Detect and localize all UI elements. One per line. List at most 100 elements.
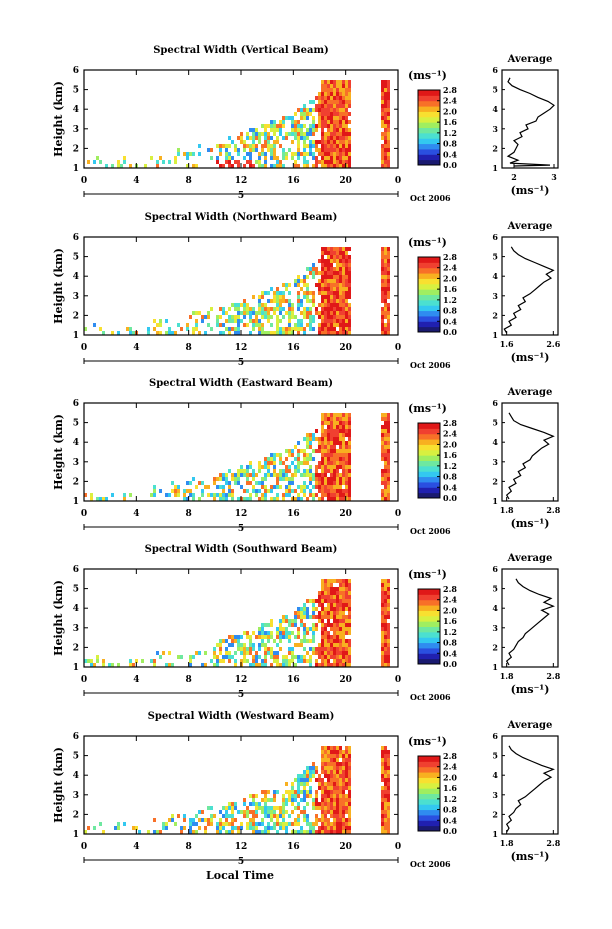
heatmap-cell: [285, 810, 288, 814]
heatmap-cell: [339, 814, 342, 818]
heatmap-cell: [327, 255, 330, 259]
heatmap-cell: [348, 437, 351, 441]
colorbar-swatch: [418, 476, 440, 483]
heatmap-cell: [381, 84, 384, 88]
heatmap-cell: [345, 156, 348, 160]
heatmap-cell: [324, 786, 327, 790]
heatmap-cell: [261, 327, 264, 331]
heatmap-cell: [333, 84, 336, 88]
heatmap-cell: [327, 497, 330, 501]
heatmap-cell: [384, 429, 387, 433]
y-tick-label: 5: [73, 253, 79, 263]
heatmap-cell: [309, 132, 312, 136]
heatmap-cell: [318, 291, 321, 295]
heatmap-cell: [318, 271, 321, 275]
heatmap-cell: [339, 283, 342, 287]
heatmap-cell: [300, 473, 303, 477]
heatmap-cell: [297, 659, 300, 663]
heatmap-cell: [312, 156, 315, 160]
heatmap-cell: [243, 473, 246, 477]
heatmap-cell: [228, 144, 231, 148]
heatmap-cell: [285, 830, 288, 834]
heatmap-cell: [207, 822, 210, 826]
heatmap-cell: [129, 327, 132, 331]
y-tick-label: 5: [73, 752, 79, 762]
heatmap-cell: [381, 631, 384, 635]
heatmap-cell: [327, 307, 330, 311]
heatmap-cell: [261, 659, 264, 663]
heatmap-cell: [321, 425, 324, 429]
heatmap-cell: [336, 453, 339, 457]
heatmap-cell: [327, 778, 330, 782]
heatmap-cell: [252, 631, 255, 635]
heatmap-cell: [294, 132, 297, 136]
heatmap-cell: [321, 283, 324, 287]
heatmap-cell: [282, 814, 285, 818]
heatmap-cell: [201, 315, 204, 319]
heatmap-cell: [195, 651, 198, 655]
heatmap-cell: [339, 826, 342, 830]
heatmap-cell: [339, 136, 342, 140]
heatmap-cell: [345, 255, 348, 259]
heatmap-cell: [303, 786, 306, 790]
heatmap-cell: [345, 132, 348, 136]
heatmap-cell: [324, 579, 327, 583]
heatmap-cell: [306, 639, 309, 643]
heatmap-cell: [345, 587, 348, 591]
heatmap-cell: [336, 746, 339, 750]
heatmap-cell: [333, 144, 336, 148]
heatmap-cell: [252, 473, 255, 477]
heatmap-cell: [249, 639, 252, 643]
heatmap-cell: [279, 647, 282, 651]
heatmap-cell: [345, 259, 348, 263]
heatmap-cell: [327, 425, 330, 429]
heatmap-cell: [264, 623, 267, 627]
heatmap-cell: [291, 307, 294, 311]
heatmap-cell: [345, 591, 348, 595]
heatmap-cell: [336, 806, 339, 810]
heatmap-cell: [303, 469, 306, 473]
heatmap-cell: [330, 104, 333, 108]
heatmap-cell: [336, 116, 339, 120]
heatmap-cell: [333, 295, 336, 299]
heatmap-cell: [384, 279, 387, 283]
colorbar-tick-label: 0.4: [443, 482, 457, 492]
heatmap-cell: [300, 311, 303, 315]
heatmap-cell: [261, 124, 264, 128]
heatmap-cell: [192, 655, 195, 659]
heatmap-cell: [345, 806, 348, 810]
heatmap-cell: [237, 469, 240, 473]
heatmap-cell: [132, 663, 135, 667]
heatmap-cell: [240, 651, 243, 655]
heatmap-cell: [309, 627, 312, 631]
heatmap-cell: [324, 275, 327, 279]
heatmap-cell: [348, 425, 351, 429]
heatmap-cell: [333, 587, 336, 591]
heatmap-cell: [327, 758, 330, 762]
heatmap-cell: [294, 830, 297, 834]
heatmap-cell: [321, 271, 324, 275]
profile-y-tick-label: 3: [492, 124, 498, 134]
heatmap-cell: [381, 331, 384, 335]
heatmap-cell: [312, 607, 315, 611]
heatmap-cell: [324, 164, 327, 168]
heatmap-cell: [342, 822, 345, 826]
heatmap-cell: [318, 465, 321, 469]
heatmap-cell: [381, 651, 384, 655]
heatmap-cell: [387, 798, 390, 802]
heatmap-cell: [342, 307, 345, 311]
heatmap-cell: [387, 810, 390, 814]
heatmap-cell: [318, 591, 321, 595]
heatmap-cell: [309, 100, 312, 104]
colorbar-swatch: [418, 257, 440, 263]
heatmap-cell: [336, 96, 339, 100]
heatmap-cell: [321, 88, 324, 92]
heatmap-cell: [297, 144, 300, 148]
heatmap-cell: [330, 453, 333, 457]
heatmap-cell: [330, 623, 333, 627]
heatmap-cell: [348, 295, 351, 299]
heatmap-cell: [279, 810, 282, 814]
heatmap-cell: [267, 651, 270, 655]
heatmap-cell: [345, 485, 348, 489]
heatmap-cell: [333, 453, 336, 457]
